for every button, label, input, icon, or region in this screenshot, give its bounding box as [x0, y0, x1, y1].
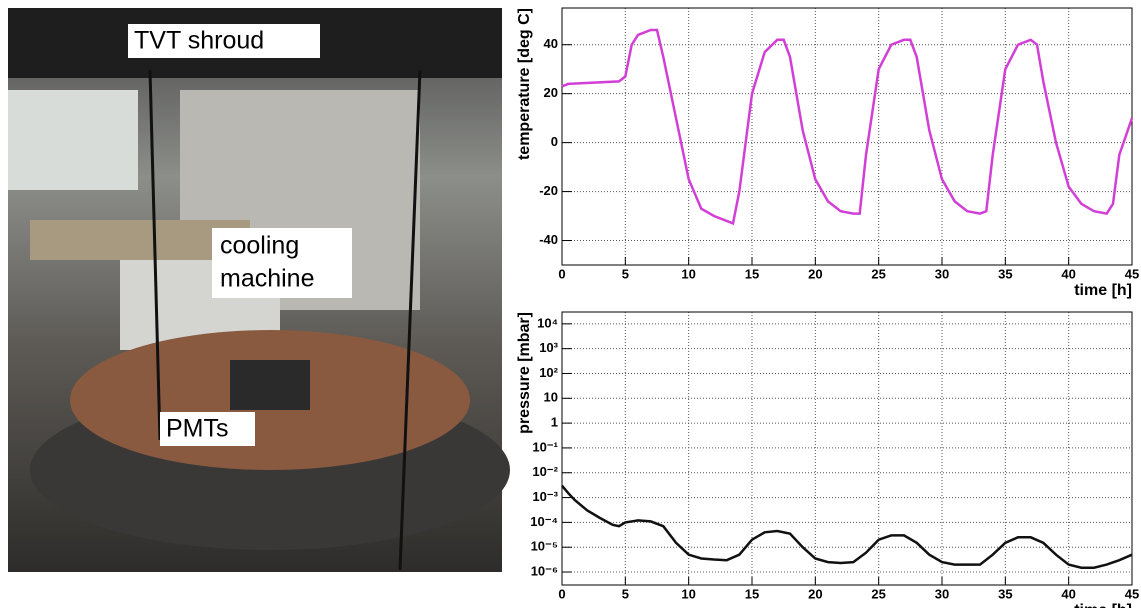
photo: TVT shroud cooling machine PMTs [8, 8, 510, 572]
y-axis-label: temperature [deg C] [516, 8, 533, 160]
x-tick-label: 25 [871, 266, 885, 281]
x-tick-label: 0 [558, 586, 565, 601]
y-tick-label: 10 [544, 390, 558, 405]
y-tick-label: 10⁴ [537, 315, 558, 330]
plot-area [562, 8, 1132, 265]
data-line [561, 28, 1134, 226]
x-axis-label: time [h] [1074, 602, 1132, 608]
y-tick-label: 20 [544, 85, 558, 100]
y-tick-label: -40 [539, 232, 558, 247]
y-tick-label: 10² [539, 365, 558, 380]
y-tick-label: 10⁻¹ [532, 439, 558, 454]
x-tick-label: 30 [935, 266, 949, 281]
plot-frame [561, 7, 1133, 266]
photo-label: cooling [220, 232, 299, 260]
x-tick-label: 15 [745, 266, 759, 281]
x-axis-label: time [h] [1074, 282, 1132, 299]
x-tick-label: 40 [1061, 266, 1075, 281]
x-tick-label: 35 [998, 586, 1012, 601]
x-tick-label: 15 [745, 586, 759, 601]
x-tick-label: 5 [622, 266, 629, 281]
x-tick-label: 10 [681, 586, 695, 601]
y-tick-label: 10³ [539, 340, 558, 355]
x-tick-label: 10 [681, 266, 695, 281]
y-tick-label: 0 [551, 134, 558, 149]
y-tick-label: 10⁻⁶ [531, 563, 558, 578]
y-tick-label: 10⁻⁵ [531, 539, 558, 554]
x-tick-label: 45 [1125, 266, 1139, 281]
plot-area [562, 312, 1132, 585]
y-tick-label: 1 [551, 415, 558, 430]
x-tick-label: 5 [622, 586, 629, 601]
y-axis-label: pressure [mbar] [516, 312, 533, 434]
x-tick-label: 30 [935, 586, 949, 601]
plot-frame [561, 311, 1133, 586]
y-tick-label: 10⁻⁴ [530, 514, 558, 529]
x-tick-label: 40 [1061, 586, 1075, 601]
x-tick-label: 20 [808, 266, 822, 281]
x-tick-label: 45 [1125, 586, 1139, 601]
x-tick-label: 35 [998, 266, 1012, 281]
y-tick-label: 40 [544, 36, 558, 51]
photo-label: machine [220, 265, 315, 293]
y-tick-label: 10⁻³ [532, 489, 558, 504]
y-tick-label: 10⁻² [532, 464, 558, 479]
photo-label: PMTs [166, 415, 229, 443]
photo-label: TVT shroud [134, 27, 264, 55]
x-tick-label: 25 [871, 586, 885, 601]
data-line [561, 484, 1133, 569]
x-tick-label: 20 [808, 586, 822, 601]
y-tick-label: -20 [539, 183, 558, 198]
x-tick-label: 0 [558, 266, 565, 281]
